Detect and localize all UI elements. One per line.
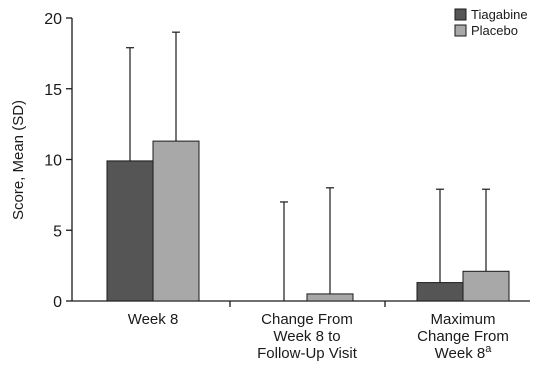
legend-swatch-tiagabine xyxy=(454,8,467,21)
x-category-label-line: Change From xyxy=(417,328,509,345)
x-category-label-line: Maximum xyxy=(430,311,495,328)
y-axis-label: Score, Mean (SD) xyxy=(10,100,27,220)
legend-label-placebo: Placebo xyxy=(471,23,518,38)
x-category-label: Change From Week 8 to Follow-Up Visit xyxy=(257,311,358,362)
x-category-label: Maximum Change From Week 8a xyxy=(417,311,509,362)
x-category-label-line: Change From xyxy=(261,311,353,328)
bar-placebo xyxy=(462,270,510,302)
x-category-label-line: Week 8 to xyxy=(273,328,340,345)
x-category-label: Week 8 xyxy=(128,311,179,328)
error-bars xyxy=(126,31,490,301)
bar-tiagabine xyxy=(106,160,154,302)
x-category-label-line: Week 8 xyxy=(435,345,486,362)
bar-placebo xyxy=(306,293,354,302)
y-tick-label: 0 xyxy=(53,294,62,311)
legend-label-tiagabine: Tiagabine xyxy=(471,7,528,22)
bar-placebo xyxy=(152,140,200,302)
legend-swatch-placebo xyxy=(454,24,467,37)
x-category-label-line: Week 8 xyxy=(128,311,179,328)
footnote-superscript: a xyxy=(485,343,492,355)
x-category-label-line: Follow-Up Visit xyxy=(257,345,358,362)
y-tick-label: 15 xyxy=(44,82,62,99)
bars xyxy=(106,140,510,302)
x-category-labels: Week 8 Change From Week 8 to Follow-Up Visi… xyxy=(128,311,509,362)
y-tick-label: 20 xyxy=(44,11,62,28)
y-tick-label: 10 xyxy=(44,153,62,170)
bar-tiagabine xyxy=(416,282,464,302)
y-tick-label: 5 xyxy=(53,223,62,240)
